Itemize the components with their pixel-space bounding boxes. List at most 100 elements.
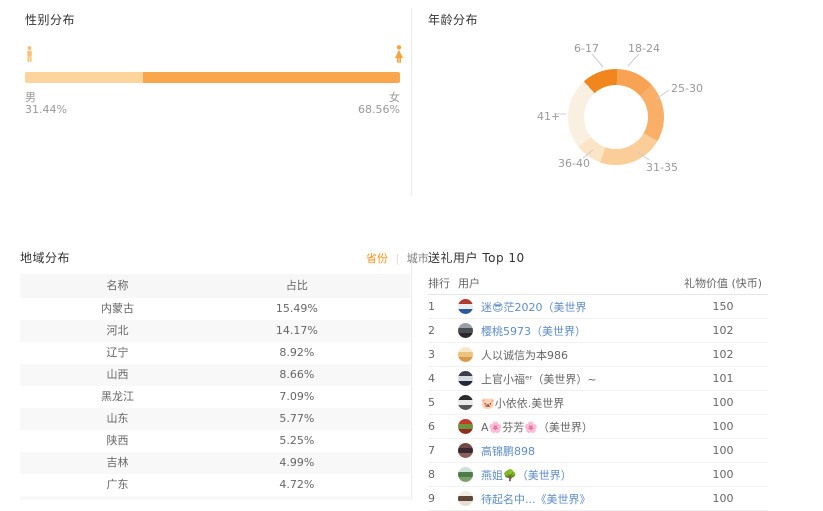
- region-name-cell: 陕西: [106, 434, 129, 447]
- top-section-divider: [411, 8, 412, 196]
- rank-cell: 1: [428, 300, 435, 313]
- gift-col-rank: 排行: [428, 277, 450, 290]
- female-percentage: 68.56%: [358, 103, 400, 116]
- avatar: [458, 491, 473, 506]
- gift-row: 6 A🌸芬芳🌸（美世界） 100: [428, 415, 768, 439]
- gift-row: 4 上官小福ᵉʳ（美世界）~ 101: [428, 367, 768, 391]
- gift-top10-table: 排行 用户 礼物价值 (快币) 1 迷😎茫2020（美世界 150 2 樱桃5973（美…: [428, 272, 768, 511]
- rank-cell: 6: [428, 420, 435, 433]
- region-share-cell: 14.17%: [275, 324, 318, 337]
- region-row: 山西 8.66%: [20, 364, 410, 386]
- user-cell: 待起名中...《美世界》: [458, 491, 678, 507]
- gift-row: 5 🐷小依依.美世界 100: [428, 391, 768, 415]
- age-donut-chart: [568, 69, 664, 165]
- region-table-header: 名称 占比: [20, 274, 410, 298]
- region-partial-row: [20, 496, 410, 500]
- user-cell: 迷😎茫2020（美世界: [458, 299, 678, 315]
- age-label-36-40: 36-40: [558, 157, 590, 170]
- age-label-6-17: 6-17: [574, 42, 599, 55]
- username-text: 🐷小依依.美世界: [481, 396, 565, 410]
- region-share-cell: 15.49%: [275, 302, 318, 315]
- region-name-cell: 广东: [106, 478, 129, 491]
- username-link[interactable]: 高锦鹏898: [481, 444, 535, 458]
- toggle-province[interactable]: 省份: [366, 252, 388, 265]
- gift-row: 7 高锦鹏898 100: [428, 439, 768, 463]
- username-link[interactable]: 燕姐🌳（美世界）: [481, 468, 572, 482]
- region-share-cell: 7.09%: [279, 390, 315, 403]
- gift-row: 9 待起名中...《美世界》 100: [428, 487, 768, 511]
- username-text: 人以诚信为本986: [481, 348, 568, 362]
- username-text: 上官小福ᵉʳ（美世界）~: [481, 372, 597, 386]
- gift-value-cell: 102: [712, 324, 734, 337]
- female-icon: [395, 45, 403, 63]
- rank-cell: 3: [428, 348, 435, 361]
- avatar: [458, 299, 473, 314]
- region-name-cell: 内蒙古: [101, 302, 134, 315]
- avatar: [458, 347, 473, 362]
- user-cell: 上官小福ᵉʳ（美世界）~: [458, 371, 678, 387]
- age-label-25-30: 25-30: [671, 82, 703, 95]
- avatar: [458, 323, 473, 338]
- rank-cell: 7: [428, 444, 435, 457]
- region-share-cell: 5.77%: [279, 412, 315, 425]
- age-label-18-24: 18-24: [628, 42, 660, 55]
- gifts-panel-title: 送礼用户 Top 10: [428, 251, 525, 265]
- region-name-cell: 山西: [106, 368, 129, 381]
- gift-value-cell: 100: [712, 396, 734, 409]
- region-table-body: 内蒙古 15.49% 河北 14.17% 辽宁 8.92% 山西 8.66% 黑龙江 7.09% 山…: [20, 298, 410, 496]
- region-share-cell: 4.72%: [279, 478, 315, 491]
- age-label-31-35: 31-35: [646, 161, 678, 174]
- user-cell: 高锦鹏898: [458, 443, 678, 459]
- age-label-41plus: 41+: [537, 110, 561, 123]
- avatar: [458, 395, 473, 410]
- gender-ratio-bar: [25, 72, 400, 83]
- avatar: [458, 419, 473, 434]
- rank-cell: 8: [428, 468, 435, 481]
- region-row: 吉林 4.99%: [20, 452, 410, 474]
- region-row: 广东 4.72%: [20, 474, 410, 496]
- username-link[interactable]: 迷😎茫2020（美世界: [481, 300, 587, 314]
- avatar: [458, 467, 473, 482]
- gift-row: 3 人以诚信为本986 102: [428, 343, 768, 367]
- region-col-share: 占比: [285, 279, 308, 292]
- age-panel-title: 年龄分布: [428, 13, 479, 27]
- user-cell: 樱桃5973（美世界）: [458, 323, 678, 339]
- region-panel-title: 地域分布: [20, 251, 71, 265]
- region-name-cell: 山东: [106, 412, 129, 425]
- region-share-cell: 8.66%: [279, 368, 315, 381]
- region-table: 名称 占比 内蒙古 15.49% 河北 14.17% 辽宁 8.92% 山西 8.66% 黑龙江…: [20, 274, 410, 496]
- rank-cell: 2: [428, 324, 435, 337]
- region-name-cell: 黑龙江: [101, 390, 134, 403]
- avatar: [458, 443, 473, 458]
- username-link[interactable]: 待起名中...《美世界》: [481, 492, 591, 506]
- gift-col-value: 礼物价值 (快币): [683, 277, 763, 290]
- region-row: 河北 14.17%: [20, 320, 410, 342]
- region-view-toggle: 省份 | 城市: [366, 250, 429, 266]
- rank-cell: 5: [428, 396, 435, 409]
- gift-value-cell: 100: [712, 444, 734, 457]
- gift-row: 2 樱桃5973（美世界） 102: [428, 319, 768, 343]
- region-share-cell: 5.25%: [279, 434, 315, 447]
- region-row: 陕西 5.25%: [20, 430, 410, 452]
- rank-cell: 9: [428, 492, 435, 505]
- region-name-cell: 辽宁: [106, 346, 129, 359]
- male-bar-segment: [25, 72, 143, 83]
- region-share-cell: 8.92%: [279, 346, 315, 359]
- female-bar-segment: [142, 72, 400, 83]
- gift-row: 8 燕姐🌳（美世界） 100: [428, 463, 768, 487]
- gift-value-cell: 100: [712, 492, 734, 505]
- male-label: 男: [25, 91, 36, 104]
- region-col-name: 名称: [106, 279, 129, 292]
- gift-table-header: 排行 用户 礼物价值 (快币): [428, 272, 768, 295]
- male-percentage: 31.44%: [25, 103, 67, 116]
- toggle-separator: |: [395, 252, 400, 265]
- gender-panel-title: 性别分布: [25, 13, 76, 27]
- rank-cell: 4: [428, 372, 435, 385]
- gift-value-cell: 150: [712, 300, 734, 313]
- toggle-city[interactable]: 城市: [406, 252, 429, 265]
- user-cell: A🌸芬芳🌸（美世界）: [458, 419, 678, 435]
- gift-value-cell: 101: [712, 372, 734, 385]
- username-link[interactable]: 樱桃5973（美世界）: [481, 324, 586, 338]
- region-row: 黑龙江 7.09%: [20, 386, 410, 408]
- avatar: [458, 371, 473, 386]
